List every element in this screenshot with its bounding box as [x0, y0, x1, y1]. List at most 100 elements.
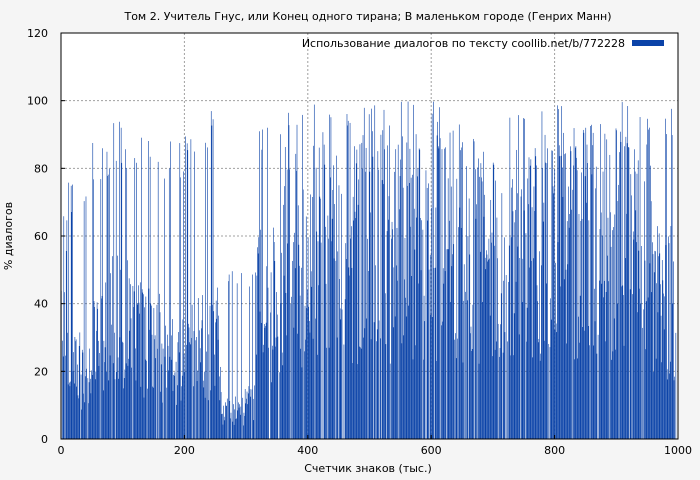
bar: [541, 111, 543, 440]
bar: [606, 139, 608, 439]
bar: [378, 320, 380, 439]
bar: [671, 108, 672, 440]
bar: [296, 170, 297, 439]
bar: [605, 291, 607, 439]
bar: [660, 315, 662, 439]
bar: [578, 316, 579, 439]
bar: [430, 314, 432, 439]
bar: [312, 338, 314, 439]
bar: [491, 242, 492, 439]
bar: [387, 145, 389, 439]
bar: [218, 315, 219, 439]
bar: [570, 146, 571, 439]
bar: [404, 279, 405, 439]
bar: [526, 307, 528, 439]
bar: [237, 410, 239, 439]
bar: [257, 247, 258, 439]
bar: [130, 318, 132, 439]
bar: [218, 376, 220, 439]
bar: [63, 216, 65, 439]
bar: [309, 332, 311, 439]
bar: [547, 148, 548, 439]
bar: [639, 117, 641, 439]
bar: [294, 268, 296, 439]
bar: [468, 198, 470, 439]
bar: [670, 226, 672, 439]
bar: [262, 129, 263, 439]
bar: [405, 297, 406, 439]
bar: [621, 102, 623, 440]
bar: [110, 273, 111, 439]
bar: [343, 344, 345, 439]
bar: [337, 251, 339, 439]
bar: [442, 268, 444, 439]
bar: [62, 356, 64, 439]
bar: [467, 236, 469, 439]
bar: [382, 130, 384, 439]
bar: [319, 196, 321, 439]
bar: [143, 294, 144, 439]
bar: [128, 358, 129, 439]
bar: [562, 167, 563, 439]
bar: [207, 400, 209, 439]
bar: [429, 254, 431, 439]
bar: [172, 390, 174, 439]
bar: [142, 292, 144, 439]
bar: [228, 281, 229, 439]
bar: [542, 221, 544, 439]
bar: [170, 359, 172, 439]
bar: [370, 339, 372, 439]
bar: [658, 256, 659, 439]
bar: [305, 216, 307, 439]
bar: [376, 341, 377, 439]
bar: [224, 420, 226, 439]
bar: [229, 400, 231, 439]
bar: [346, 114, 348, 439]
bar: [558, 145, 560, 439]
bar: [510, 237, 512, 439]
bar: [333, 165, 334, 439]
bar: [123, 388, 124, 439]
bar: [113, 123, 115, 439]
bar: [233, 404, 234, 439]
bar: [414, 249, 416, 439]
bar: [360, 348, 362, 439]
bar: [568, 227, 570, 439]
bar: [157, 161, 159, 439]
bar: [139, 313, 140, 439]
bar: [561, 106, 563, 439]
bar: [494, 245, 495, 439]
bar: [281, 252, 282, 439]
x-tick-label: 0: [58, 444, 65, 457]
bar: [247, 393, 249, 439]
bar: [287, 243, 289, 439]
bar: [657, 312, 659, 439]
bar: [590, 126, 592, 439]
bar: [478, 158, 479, 439]
bar: [392, 229, 393, 439]
bar: [451, 266, 453, 439]
bar: [449, 220, 450, 439]
bar: [591, 174, 593, 439]
bar: [127, 260, 128, 439]
bar: [450, 301, 451, 439]
bar: [536, 165, 537, 439]
bar: [88, 382, 90, 439]
bar: [511, 187, 513, 439]
bar: [518, 115, 519, 440]
bar: [236, 418, 237, 439]
bar: [543, 202, 545, 439]
bar: [452, 130, 454, 439]
bar: [497, 258, 498, 439]
bar: [276, 314, 278, 439]
bar: [122, 341, 123, 439]
bar: [101, 298, 102, 439]
bar: [509, 117, 511, 439]
bar: [441, 149, 443, 439]
bar: [176, 385, 178, 439]
bar: [177, 342, 179, 439]
bar: [176, 404, 177, 439]
bar: [179, 143, 181, 440]
bar: [167, 345, 169, 439]
bar: [346, 259, 347, 439]
